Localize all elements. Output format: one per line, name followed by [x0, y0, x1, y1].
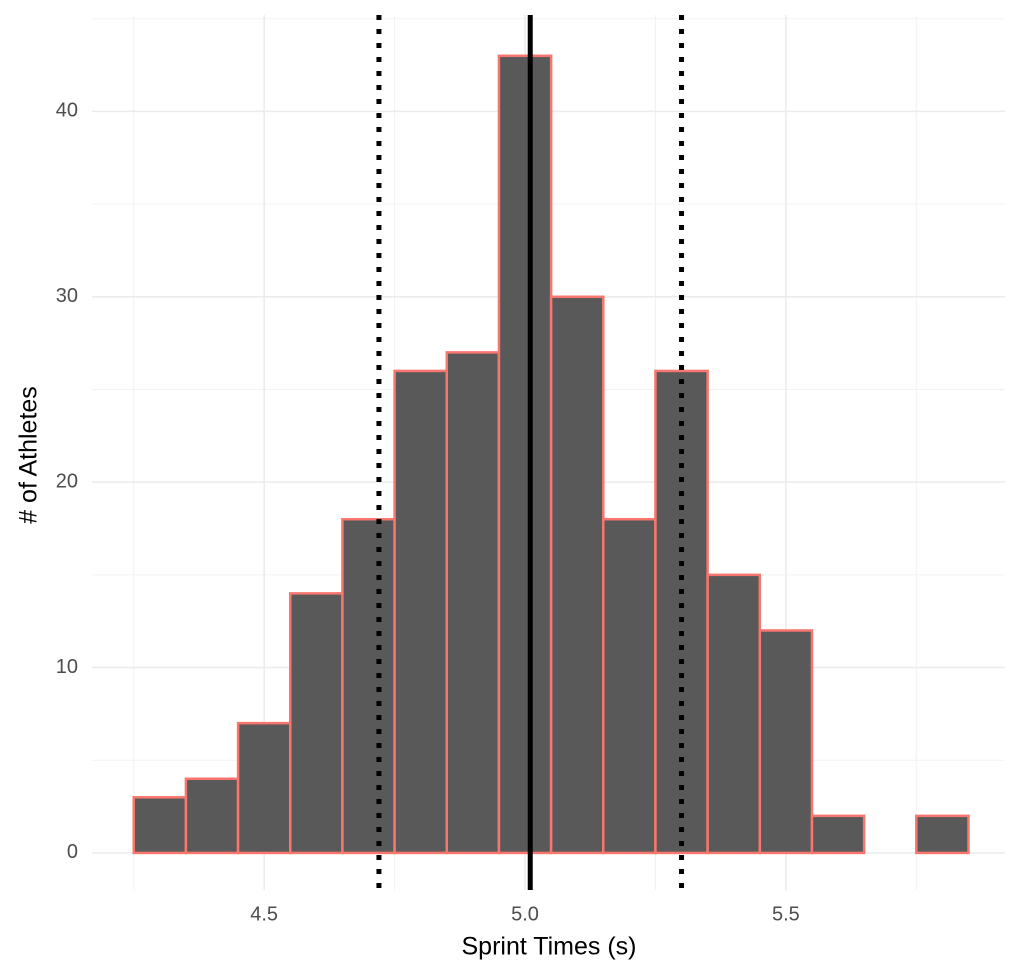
- y-tick-label: 10: [56, 656, 78, 678]
- x-tick-label: 5.0: [511, 903, 539, 925]
- bar: [549, 295, 605, 855]
- y-tick-label: 30: [56, 285, 78, 307]
- x-axis-title: Sprint Times (s): [461, 933, 636, 961]
- y-axis-title: # of Athletes: [15, 386, 43, 524]
- bar: [810, 814, 866, 855]
- y-tick-label: 20: [56, 470, 78, 492]
- bar: [184, 777, 240, 855]
- bar: [497, 54, 553, 855]
- bar: [393, 369, 449, 855]
- bar: [758, 629, 814, 855]
- bar: [915, 814, 970, 855]
- bar: [654, 369, 709, 855]
- bar: [132, 796, 188, 855]
- bar: [341, 517, 396, 855]
- bar: [602, 517, 657, 855]
- bar: [706, 573, 762, 855]
- bar: [236, 721, 292, 855]
- x-tick-label: 5.5: [772, 903, 800, 925]
- x-tick-label: 4.5: [250, 903, 278, 925]
- y-tick-label: 0: [67, 841, 78, 863]
- bar: [289, 592, 344, 855]
- bar: [445, 351, 501, 855]
- y-tick-label: 40: [56, 100, 78, 122]
